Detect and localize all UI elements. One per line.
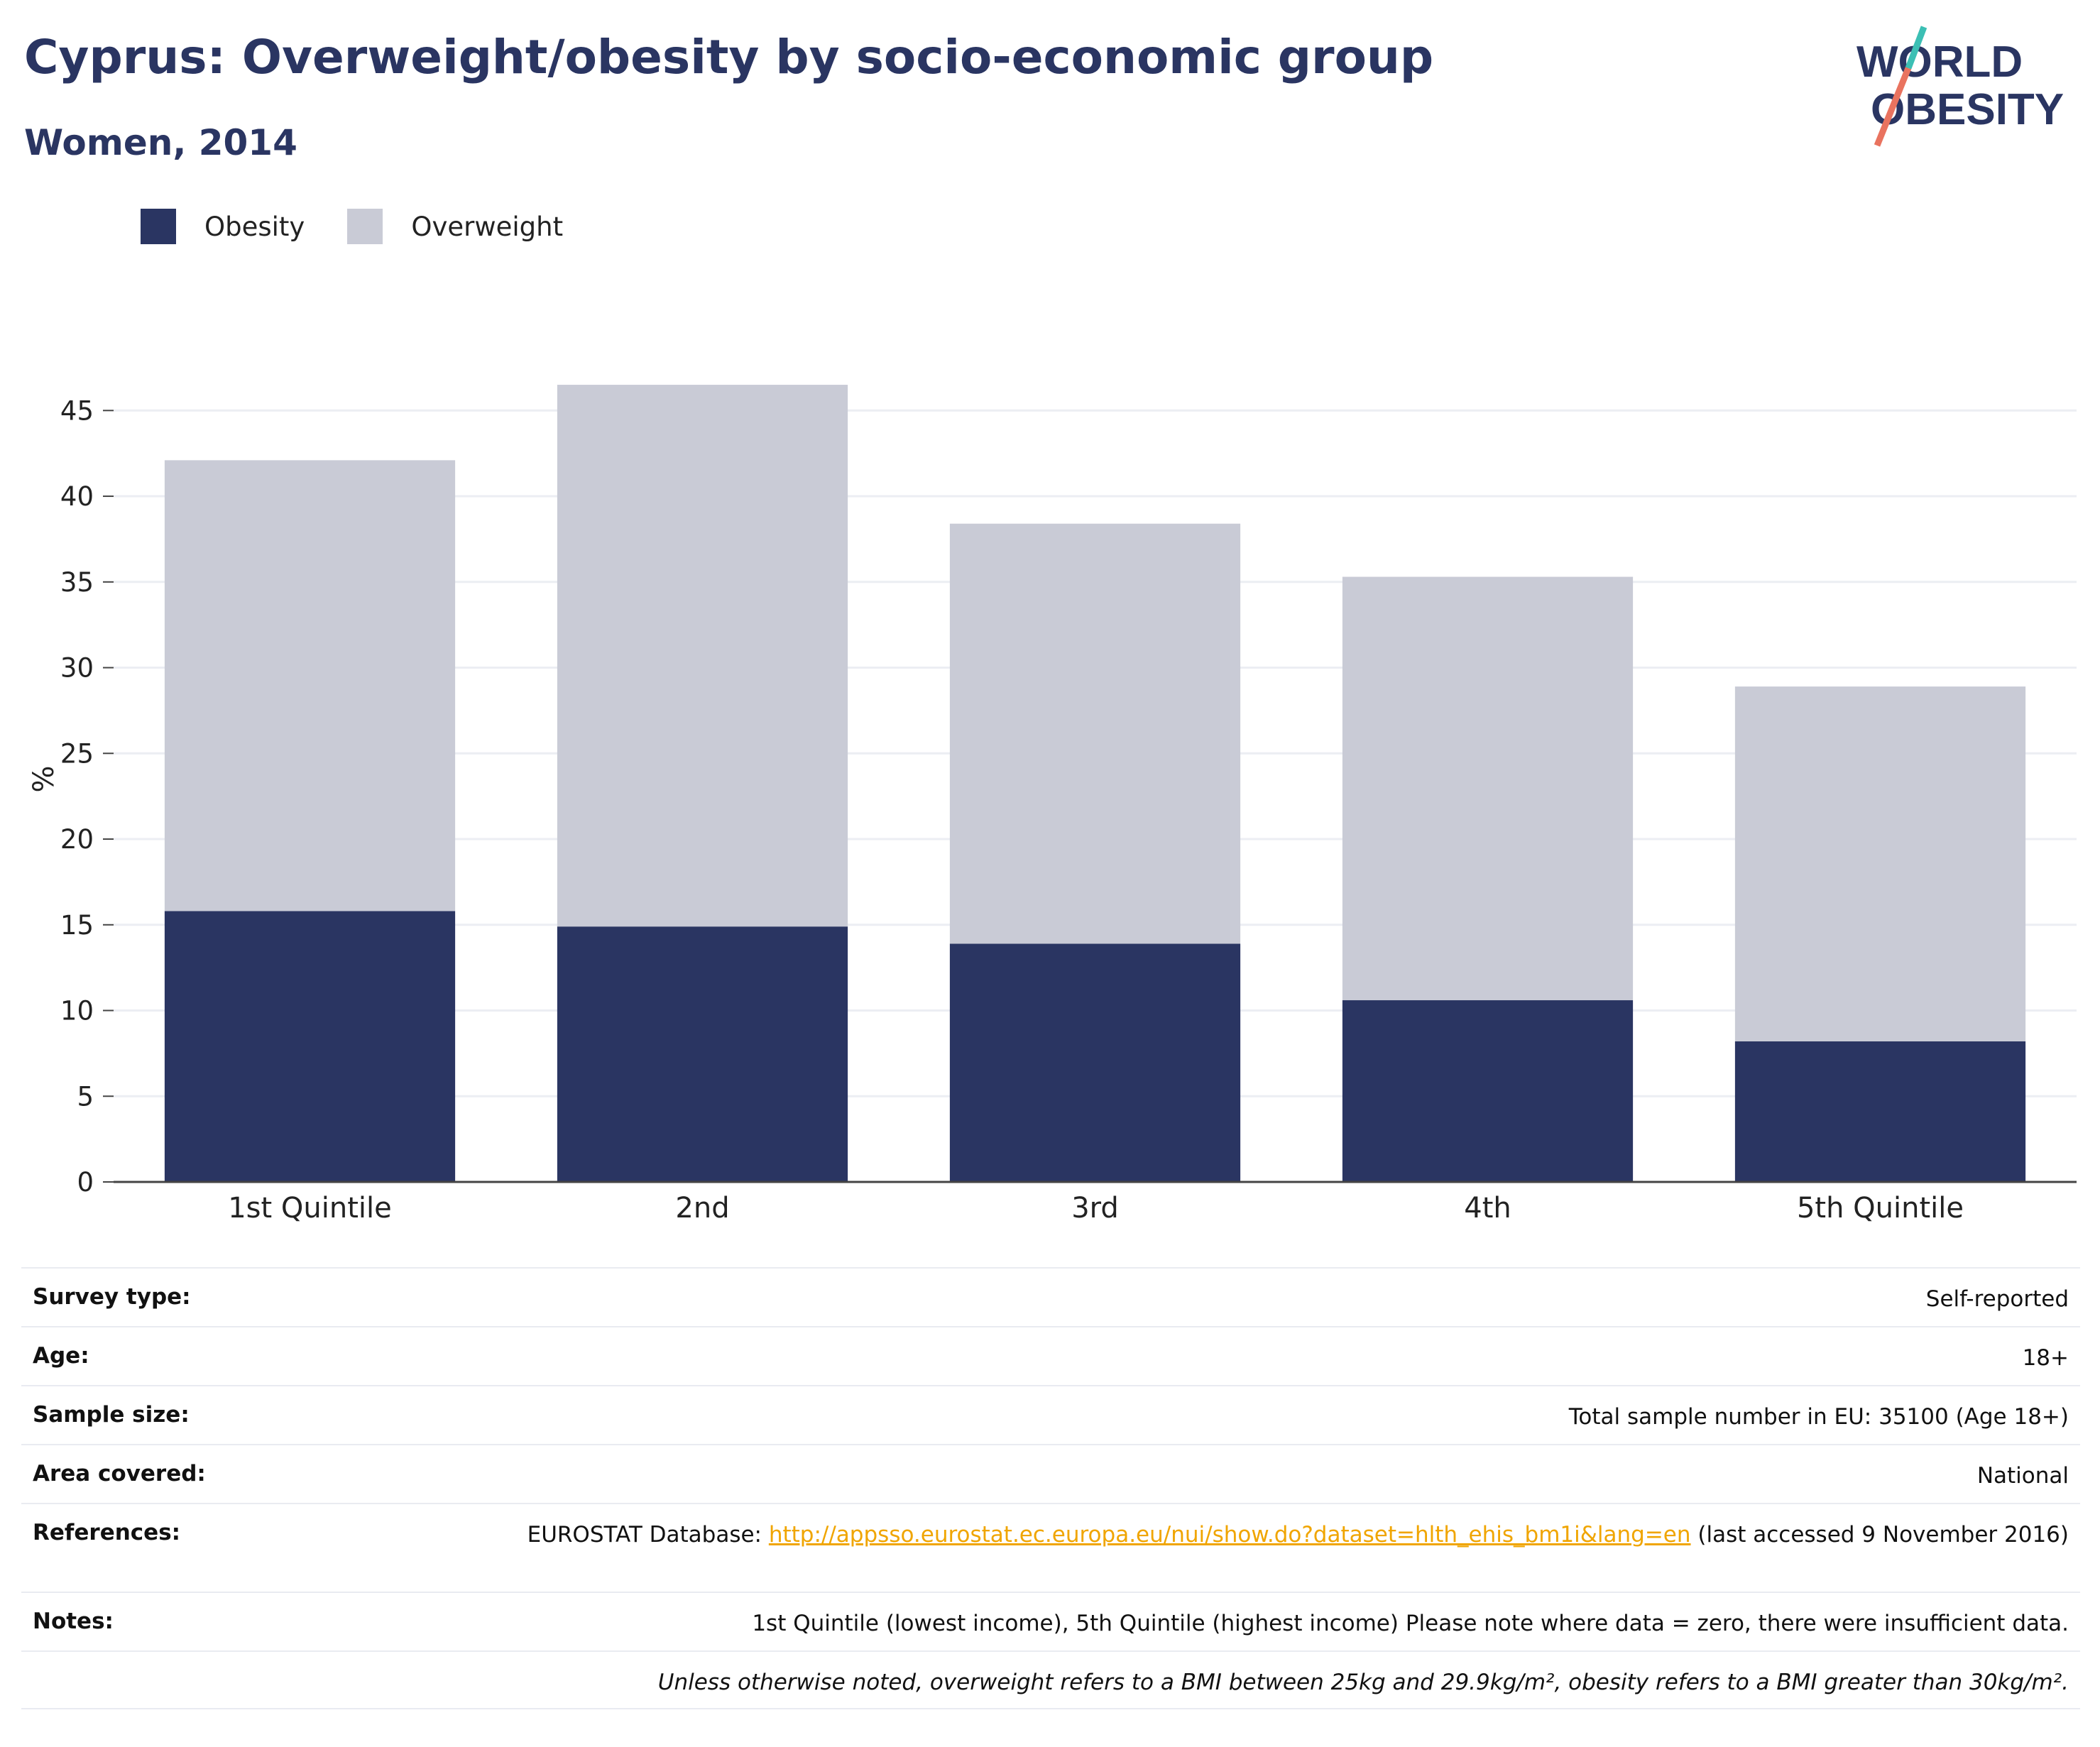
x-tick-label-2: 2nd xyxy=(675,1192,729,1225)
area-covered-label: Area covered: xyxy=(33,1461,206,1486)
references-label: References: xyxy=(33,1520,181,1545)
logo-teal-slash xyxy=(1905,26,1927,70)
info-table: Survey type: Self-reported Age: 18+ Samp… xyxy=(21,1267,2080,1709)
bar-overweight-2 xyxy=(557,385,848,927)
logo-text-world: WORLD xyxy=(1856,38,2023,87)
chart-legend: Obesity Overweight xyxy=(141,209,606,244)
y-tick-label-45: 45 xyxy=(60,395,94,426)
chart-subtitle: Women, 2014 xyxy=(24,122,297,163)
sample-size-value: Total sample number in EU: 35100 (Age 18… xyxy=(1568,1404,2069,1430)
stacked-bar-chart: 0 5 10 15 20 25 30 35 40 45% 1st Quintile 2nd 3rd 4th… xyxy=(28,385,2077,1225)
y-tick-label-10: 10 xyxy=(60,996,94,1026)
survey-type-value: Self-reported xyxy=(1925,1286,2069,1312)
y-tick-label-15: 15 xyxy=(60,910,94,941)
y-axis-label: % xyxy=(28,765,60,792)
bar-overweight-1 xyxy=(164,460,456,911)
sample-size-label: Sample size: xyxy=(33,1402,190,1428)
y-tick-label-0: 0 xyxy=(77,1167,94,1198)
x-tick-label-5: 5th Quintile xyxy=(1797,1192,1964,1225)
chart-title: Cyprus: Overweight/obesity by socio-econ… xyxy=(24,30,1434,84)
references-value: EUROSTAT Database: http://appsso.eurosta… xyxy=(527,1520,2069,1550)
logo-coral-slash xyxy=(1874,67,1912,147)
legend-swatch-obesity xyxy=(141,209,176,244)
info-row-definition: Unless otherwise noted, overweight refer… xyxy=(21,1650,2080,1709)
legend-swatch-overweight xyxy=(347,209,383,244)
info-row-age: Age: 18+ xyxy=(21,1326,2080,1385)
world-obesity-logo: WORLD OBESITY xyxy=(1856,26,2064,147)
legend-label-obesity: Obesity xyxy=(204,211,305,242)
info-row-survey-type: Survey type: Self-reported xyxy=(21,1267,2080,1326)
bar-overweight-4 xyxy=(1342,576,1634,1001)
area-covered-value: National xyxy=(1976,1463,2069,1489)
legend-label-overweight: Overweight xyxy=(411,211,564,242)
y-tick-label-40: 40 xyxy=(60,481,94,512)
info-row-sample-size: Sample size: Total sample number in EU: … xyxy=(21,1385,2080,1444)
notes-value: 1st Quintile (lowest income), 5th Quinti… xyxy=(752,1611,2069,1636)
y-tick-label-20: 20 xyxy=(60,824,94,855)
x-tick-label-3: 3rd xyxy=(1071,1192,1119,1225)
info-row-notes: Notes: 1st Quintile (lowest income), 5th… xyxy=(21,1592,2080,1650)
eurostat-link[interactable]: http://appsso.eurostat.ec.europa.eu/nui/… xyxy=(768,1522,1691,1548)
bar-obesity-3 xyxy=(949,943,1241,1182)
legend-item-overweight[interactable]: Overweight xyxy=(347,209,563,244)
x-tick-label-1: 1st Quintile xyxy=(228,1192,392,1225)
bar-overweight-5 xyxy=(1734,686,2026,1041)
info-row-references: References: EUROSTAT Database: http://ap… xyxy=(21,1503,2080,1592)
y-tick-label-30: 30 xyxy=(60,653,94,684)
bar-obesity-1 xyxy=(164,911,456,1182)
y-tick-label-5: 5 xyxy=(77,1081,94,1112)
survey-type-label: Survey type: xyxy=(33,1284,191,1310)
bar-obesity-4 xyxy=(1342,1000,1634,1182)
legend-item-obesity[interactable]: Obesity xyxy=(141,209,305,244)
age-label: Age: xyxy=(33,1343,89,1369)
y-tick-label-25: 25 xyxy=(60,738,94,769)
bar-obesity-2 xyxy=(557,926,848,1182)
age-value: 18+ xyxy=(2022,1345,2069,1371)
bar-obesity-5 xyxy=(1734,1041,2026,1182)
references-suffix: (last accessed 9 November 2016) xyxy=(1690,1522,2069,1548)
bar-overweight-3 xyxy=(949,523,1241,944)
y-tick-label-35: 35 xyxy=(60,567,94,598)
logo-text-obesity: OBESITY xyxy=(1871,85,2064,134)
x-tick-label-4: 4th xyxy=(1464,1192,1511,1225)
definition-note: Unless otherwise noted, overweight refer… xyxy=(657,1670,2069,1695)
notes-label: Notes: xyxy=(33,1609,114,1634)
references-prefix: EUROSTAT Database: xyxy=(527,1522,769,1548)
info-row-area-covered: Area covered: National xyxy=(21,1444,2080,1503)
